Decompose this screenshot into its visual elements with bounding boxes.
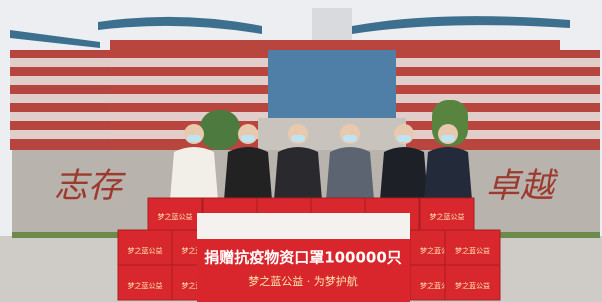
- person-body: [380, 147, 428, 200]
- person-body: [274, 147, 322, 200]
- box-label: 梦之蓝公益: [158, 212, 193, 221]
- tower: [312, 8, 352, 40]
- photo: 志存 卓越 梦之蓝公益梦之蓝公益梦之蓝公益梦之蓝公益梦之蓝公益梦之蓝公益梦之蓝公…: [0, 0, 602, 302]
- box-label: 梦之蓝公益: [128, 281, 163, 290]
- person-body: [170, 147, 218, 200]
- banner-title: 捐赠抗疫物资口罩100000只: [204, 249, 402, 267]
- box-label: 梦之蓝公益: [430, 212, 465, 221]
- face-mask: [241, 135, 255, 142]
- box-label: 梦之蓝公益: [455, 246, 490, 255]
- tree-left: [200, 110, 240, 150]
- person-body: [224, 147, 272, 200]
- wall-inscription-left: 志存: [54, 166, 126, 206]
- box-label: 梦之蓝公益: [455, 281, 490, 290]
- banner-logo-strip: [197, 213, 410, 239]
- box-label: 梦之蓝公益: [128, 246, 163, 255]
- face-mask: [441, 135, 455, 142]
- banner-subtitle: 梦之蓝公益 · 为梦护航: [248, 274, 358, 288]
- person-body: [424, 147, 472, 200]
- face-mask: [397, 135, 411, 142]
- glass-facade: [268, 50, 396, 120]
- face-mask: [187, 135, 201, 142]
- face-mask: [291, 135, 305, 142]
- entrance: [258, 118, 406, 150]
- wall-inscription-right: 卓越: [486, 166, 559, 206]
- person-body: [326, 147, 374, 200]
- face-mask: [343, 135, 357, 142]
- page: 志存 卓越 梦之蓝公益梦之蓝公益梦之蓝公益梦之蓝公益梦之蓝公益梦之蓝公益梦之蓝公…: [0, 0, 602, 302]
